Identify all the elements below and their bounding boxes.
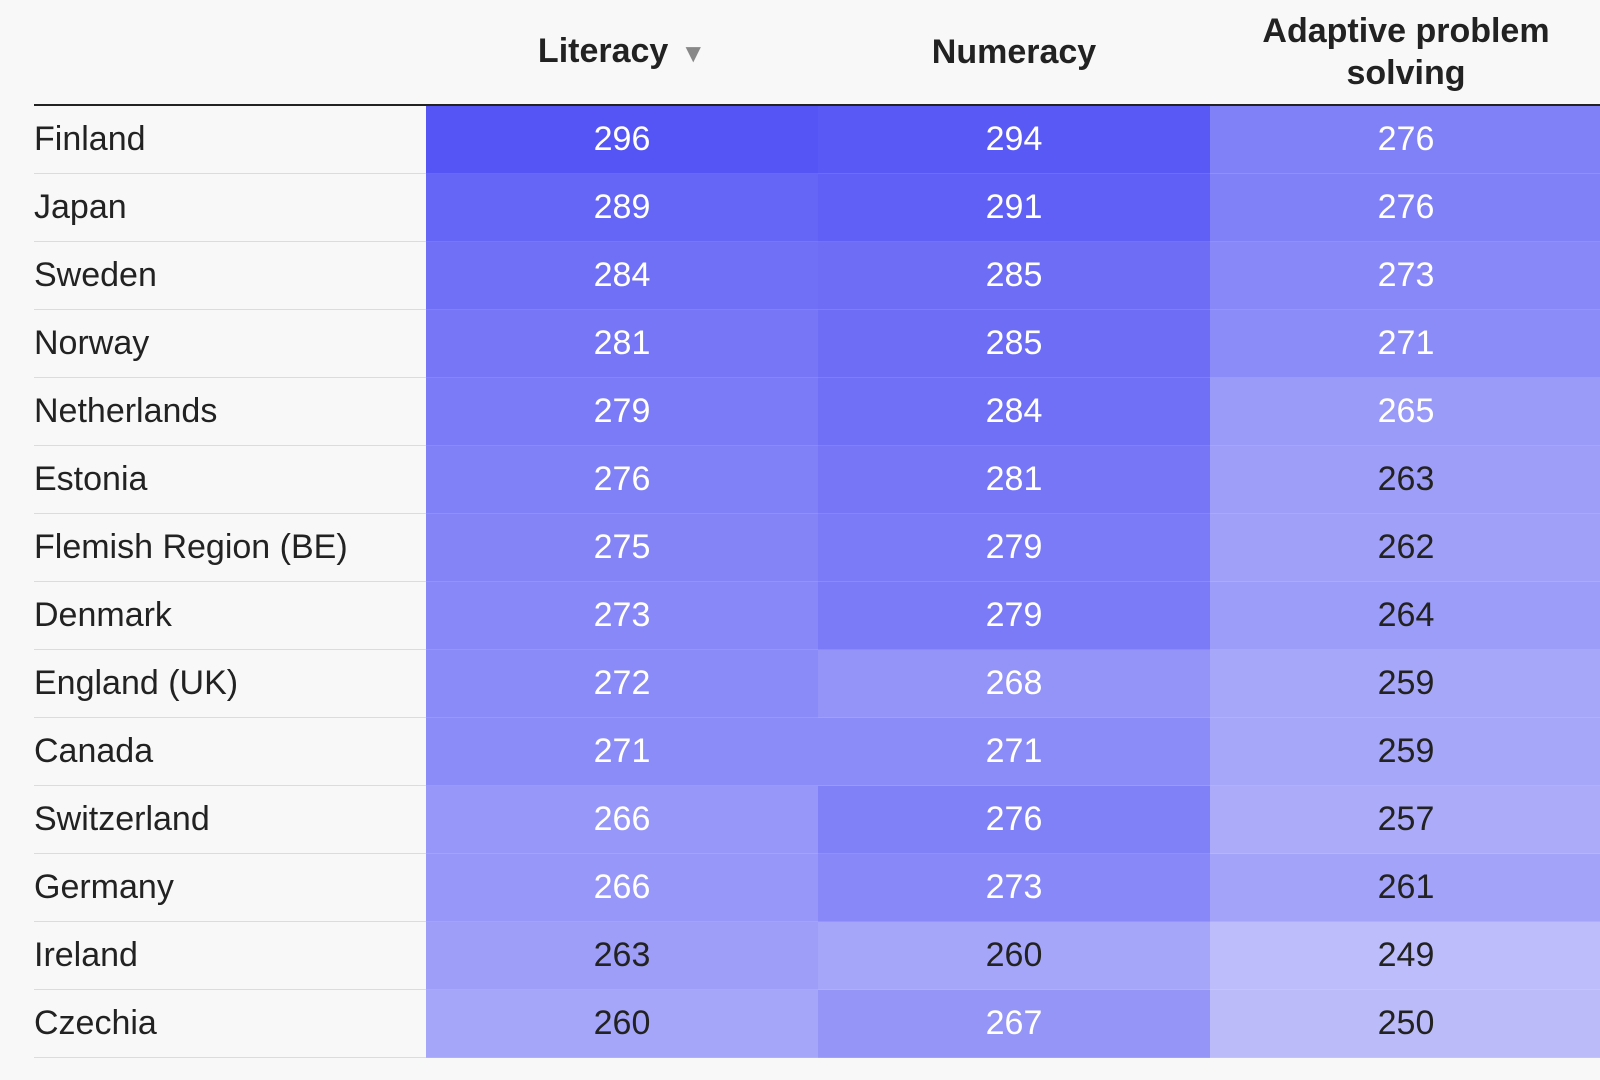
scores-table: Literacy ▼ Numeracy Adaptive problem solv… xyxy=(34,0,1600,1058)
table-row: Sweden 284 285 273 xyxy=(34,241,1600,310)
table-row: England (UK) 272 268 259 xyxy=(34,649,1600,718)
cell-numeracy-value: 279 xyxy=(818,513,1210,582)
scores-table-container: Literacy ▼ Numeracy Adaptive problem solv… xyxy=(34,0,1600,1058)
row-country-name: Netherlands xyxy=(34,377,426,446)
cell-adaptive-value: 257 xyxy=(1210,785,1600,854)
cell-literacy-value: 279 xyxy=(426,377,818,446)
cell-numeracy-value: 285 xyxy=(818,309,1210,378)
table-row: Germany 266 273 261 xyxy=(34,853,1600,922)
row-country-name: Estonia xyxy=(34,445,426,514)
cell-numeracy-value: 276 xyxy=(818,785,1210,854)
cell-adaptive-value: 249 xyxy=(1210,921,1600,990)
cell-adaptive-value: 259 xyxy=(1210,649,1600,718)
cell-numeracy-value: 271 xyxy=(818,717,1210,786)
cell-adaptive-value: 276 xyxy=(1210,105,1600,174)
cell-numeracy-value: 268 xyxy=(818,649,1210,718)
cell-literacy-value: 289 xyxy=(426,173,818,242)
row-country-name: Flemish Region (BE) xyxy=(34,513,426,582)
row-country-name: Canada xyxy=(34,717,426,786)
cell-adaptive-value: 271 xyxy=(1210,309,1600,378)
cell-adaptive-value: 276 xyxy=(1210,173,1600,242)
cell-literacy-value: 266 xyxy=(426,785,818,854)
row-country-name: Sweden xyxy=(34,241,426,310)
cell-numeracy-value: 279 xyxy=(818,581,1210,650)
cell-adaptive-value: 263 xyxy=(1210,445,1600,514)
cell-numeracy-value: 281 xyxy=(818,445,1210,514)
row-country-name: Japan xyxy=(34,173,426,242)
header-numeracy-label: Numeracy xyxy=(931,33,1097,71)
cell-adaptive-value: 273 xyxy=(1210,241,1600,310)
cell-numeracy-value: 284 xyxy=(818,377,1210,446)
cell-literacy-value: 266 xyxy=(426,853,818,922)
table-row: Ireland 263 260 249 xyxy=(34,921,1600,990)
table-row: Finland 296 294 276 xyxy=(34,105,1600,174)
table-row: Netherlands 279 284 265 xyxy=(34,377,1600,446)
cell-numeracy-value: 291 xyxy=(818,173,1210,242)
cell-numeracy-value: 267 xyxy=(818,989,1210,1058)
cell-numeracy-value: 260 xyxy=(818,921,1210,990)
row-country-name: Switzerland xyxy=(34,785,426,854)
row-country-name: England (UK) xyxy=(34,649,426,718)
table-row: Japan 289 291 276 xyxy=(34,173,1600,242)
sort-down-icon[interactable]: ▼ xyxy=(680,38,707,68)
table-row: Canada 271 271 259 xyxy=(34,717,1600,786)
cell-adaptive-value: 262 xyxy=(1210,513,1600,582)
cell-adaptive-value: 250 xyxy=(1210,989,1600,1058)
header-adaptive-label: Adaptive problem solving xyxy=(1262,12,1550,92)
cell-adaptive-value: 265 xyxy=(1210,377,1600,446)
cell-literacy-value: 276 xyxy=(426,445,818,514)
row-country-name: Ireland xyxy=(34,921,426,990)
cell-adaptive-value: 261 xyxy=(1210,853,1600,922)
table-row: Czechia 260 267 250 xyxy=(34,989,1600,1058)
cell-literacy-value: 273 xyxy=(426,581,818,650)
table-row: Denmark 273 279 264 xyxy=(34,581,1600,650)
cell-numeracy-value: 294 xyxy=(818,105,1210,174)
row-country-name: Germany xyxy=(34,853,426,922)
cell-literacy-value: 263 xyxy=(426,921,818,990)
table-row: Switzerland 266 276 257 xyxy=(34,785,1600,854)
table-row: Flemish Region (BE) 275 279 262 xyxy=(34,513,1600,582)
header-country xyxy=(34,0,426,106)
header-literacy-label: Literacy xyxy=(537,32,669,70)
cell-numeracy-value: 273 xyxy=(818,853,1210,922)
cell-literacy-value: 281 xyxy=(426,309,818,378)
cell-literacy-value: 272 xyxy=(426,649,818,718)
table-row: Norway 281 285 271 xyxy=(34,309,1600,378)
row-country-name: Finland xyxy=(34,105,426,174)
cell-literacy-value: 284 xyxy=(426,241,818,310)
table-row: Estonia 276 281 263 xyxy=(34,445,1600,514)
table-body: Finland 296 294 276 Japan 289 291 276 Sweden 284 2… xyxy=(34,105,1600,1058)
cell-literacy-value: 271 xyxy=(426,717,818,786)
row-country-name: Denmark xyxy=(34,581,426,650)
header-adaptive-problem-solving[interactable]: Adaptive problem solving xyxy=(1210,0,1600,106)
cell-numeracy-value: 285 xyxy=(818,241,1210,310)
row-country-name: Czechia xyxy=(34,989,426,1058)
cell-adaptive-value: 264 xyxy=(1210,581,1600,650)
cell-literacy-value: 260 xyxy=(426,989,818,1058)
cell-literacy-value: 296 xyxy=(426,105,818,174)
cell-adaptive-value: 259 xyxy=(1210,717,1600,786)
cell-literacy-value: 275 xyxy=(426,513,818,582)
header-numeracy[interactable]: Numeracy xyxy=(818,0,1210,106)
header-literacy[interactable]: Literacy ▼ xyxy=(426,0,818,106)
row-country-name: Norway xyxy=(34,309,426,378)
header-row: Literacy ▼ Numeracy Adaptive problem solv… xyxy=(34,0,1600,106)
